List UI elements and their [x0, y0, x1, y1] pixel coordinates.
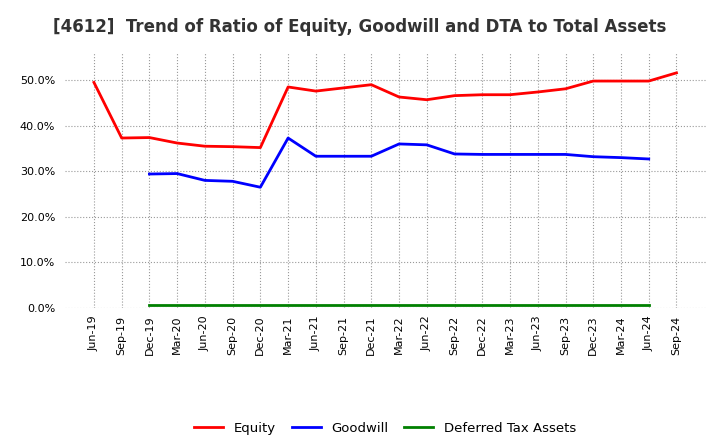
Equity — [284, 84, 292, 90]
Goodwill — [450, 151, 459, 157]
Equity — [589, 78, 598, 84]
Goodwill — [423, 142, 431, 147]
Equity — [145, 135, 154, 140]
Line: Goodwill: Goodwill — [150, 138, 649, 187]
Legend: Equity, Goodwill, Deferred Tax Assets: Equity, Goodwill, Deferred Tax Assets — [194, 422, 576, 435]
Deferred Tax Assets — [284, 303, 292, 308]
Deferred Tax Assets — [367, 303, 376, 308]
Goodwill — [312, 154, 320, 159]
Equity — [173, 140, 181, 146]
Deferred Tax Assets — [395, 303, 403, 308]
Goodwill — [478, 152, 487, 157]
Equity — [672, 70, 681, 76]
Equity — [339, 85, 348, 91]
Equity — [201, 143, 210, 149]
Goodwill — [644, 156, 653, 161]
Equity — [228, 144, 237, 149]
Equity — [561, 86, 570, 92]
Deferred Tax Assets — [339, 303, 348, 308]
Goodwill — [339, 154, 348, 159]
Equity — [89, 80, 98, 85]
Deferred Tax Assets — [256, 303, 265, 308]
Equity — [450, 93, 459, 98]
Deferred Tax Assets — [534, 303, 542, 308]
Equity — [117, 136, 126, 141]
Goodwill — [256, 185, 265, 190]
Deferred Tax Assets — [173, 303, 181, 308]
Equity — [367, 82, 376, 87]
Equity — [478, 92, 487, 97]
Deferred Tax Assets — [201, 303, 210, 308]
Deferred Tax Assets — [589, 303, 598, 308]
Deferred Tax Assets — [228, 303, 237, 308]
Equity — [505, 92, 514, 97]
Goodwill — [201, 178, 210, 183]
Deferred Tax Assets — [423, 303, 431, 308]
Deferred Tax Assets — [145, 303, 154, 308]
Equity — [644, 78, 653, 84]
Goodwill — [589, 154, 598, 159]
Goodwill — [395, 141, 403, 147]
Deferred Tax Assets — [450, 303, 459, 308]
Deferred Tax Assets — [616, 303, 625, 308]
Equity — [395, 94, 403, 99]
Deferred Tax Assets — [644, 303, 653, 308]
Equity — [312, 88, 320, 94]
Goodwill — [561, 152, 570, 157]
Goodwill — [534, 152, 542, 157]
Goodwill — [173, 171, 181, 176]
Equity — [256, 145, 265, 150]
Goodwill — [145, 171, 154, 176]
Deferred Tax Assets — [312, 303, 320, 308]
Goodwill — [505, 152, 514, 157]
Goodwill — [367, 154, 376, 159]
Deferred Tax Assets — [478, 303, 487, 308]
Deferred Tax Assets — [505, 303, 514, 308]
Equity — [534, 89, 542, 95]
Goodwill — [228, 179, 237, 184]
Line: Equity: Equity — [94, 73, 677, 147]
Text: [4612]  Trend of Ratio of Equity, Goodwill and DTA to Total Assets: [4612] Trend of Ratio of Equity, Goodwil… — [53, 18, 667, 36]
Equity — [423, 97, 431, 103]
Equity — [616, 78, 625, 84]
Goodwill — [284, 136, 292, 141]
Deferred Tax Assets — [561, 303, 570, 308]
Goodwill — [616, 155, 625, 160]
